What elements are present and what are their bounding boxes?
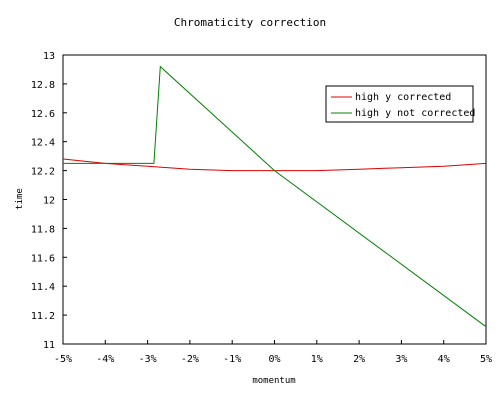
legend: high y corrected high y not corrected — [325, 85, 475, 123]
x-tick-label: -2% — [181, 354, 199, 365]
y-axis-label: time — [15, 188, 25, 210]
x-tick-label: 4% — [438, 354, 450, 365]
y-tick-label: 13 — [43, 51, 55, 62]
y-tick-label: 12.8 — [31, 80, 55, 91]
x-tick-label: -3% — [139, 354, 157, 365]
y-tick-label: 11.6 — [31, 253, 55, 264]
x-tick-label: -1% — [223, 354, 241, 365]
x-tick-label: -4% — [96, 354, 114, 365]
series-lines — [62, 65, 487, 328]
legend-box — [325, 85, 474, 123]
x-tick-label: 5% — [480, 354, 492, 365]
series-line-high-y-not-corrected — [63, 65, 487, 328]
y-tick-label: 11.4 — [31, 282, 55, 293]
y-tick-label: 12.4 — [31, 138, 55, 149]
x-axis-label: momentum — [252, 376, 295, 386]
y-tick-label: 12 — [43, 196, 55, 207]
x-tick-label: 1% — [311, 354, 323, 365]
legend-label-high-y-not-corrected: high y not corrected — [355, 108, 475, 119]
x-tick-label: -5% — [54, 354, 72, 365]
x-tick-label: 3% — [395, 354, 407, 365]
y-tick-label: 11.2 — [31, 311, 55, 322]
legend-label-high-y-corrected: high y corrected — [355, 92, 451, 103]
x-axis-ticks: -5% -4% -3% -2% -1% 0% 1% 2% 3% 4% 5% — [54, 340, 492, 365]
y-tick-label: 11.8 — [31, 224, 55, 235]
x-tick-label: 0% — [268, 354, 280, 365]
y-tick-label: 11 — [43, 340, 55, 351]
series-line-high-y-corrected — [62, 158, 487, 172]
y-tick-label: 12.6 — [31, 109, 55, 120]
chart-title: Chromaticity correction — [174, 16, 326, 29]
y-tick-label: 12.2 — [31, 167, 55, 178]
x-tick-label: 2% — [353, 354, 365, 365]
y-axis-ticks: 11 11.2 11.4 11.6 11.8 12 12.2 12.4 12.6 12.8 13 — [31, 51, 67, 351]
